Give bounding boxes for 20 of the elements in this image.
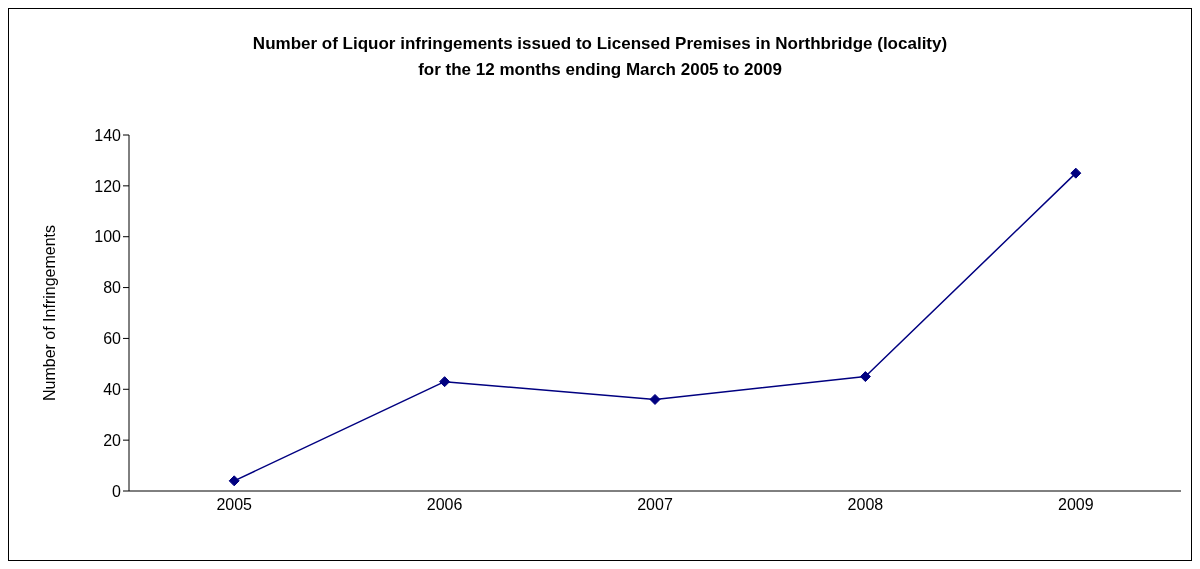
y-tick-label: 0	[112, 482, 122, 500]
x-tick-label: 2007	[637, 496, 673, 514]
point	[649, 393, 661, 405]
point	[1070, 167, 1082, 179]
x-tick-label: 2006	[426, 496, 463, 514]
point	[439, 376, 451, 388]
point	[228, 475, 240, 487]
x-tick-label: 2008	[847, 496, 884, 514]
y-tick-label: 20	[103, 431, 122, 449]
y-tick-label: 140	[94, 126, 122, 144]
y-tick-label: 100	[94, 228, 122, 246]
y-tick-label: 60	[103, 330, 122, 348]
y-tick-label: 80	[103, 279, 122, 297]
x-tick-label: 2005	[216, 496, 253, 514]
point	[859, 371, 871, 383]
chart-title: Number of Liquor infringements issued to Licensed Premises in Northbridge (locality) for the 12 months ending March 2005 to 2009	[251, 33, 949, 81]
y-tick-label: 120	[94, 177, 122, 195]
x-tick-label: 2009	[1058, 496, 1094, 514]
y-axis-title: Number of Infringements	[40, 224, 58, 402]
y-tick-label: 40	[103, 380, 122, 398]
